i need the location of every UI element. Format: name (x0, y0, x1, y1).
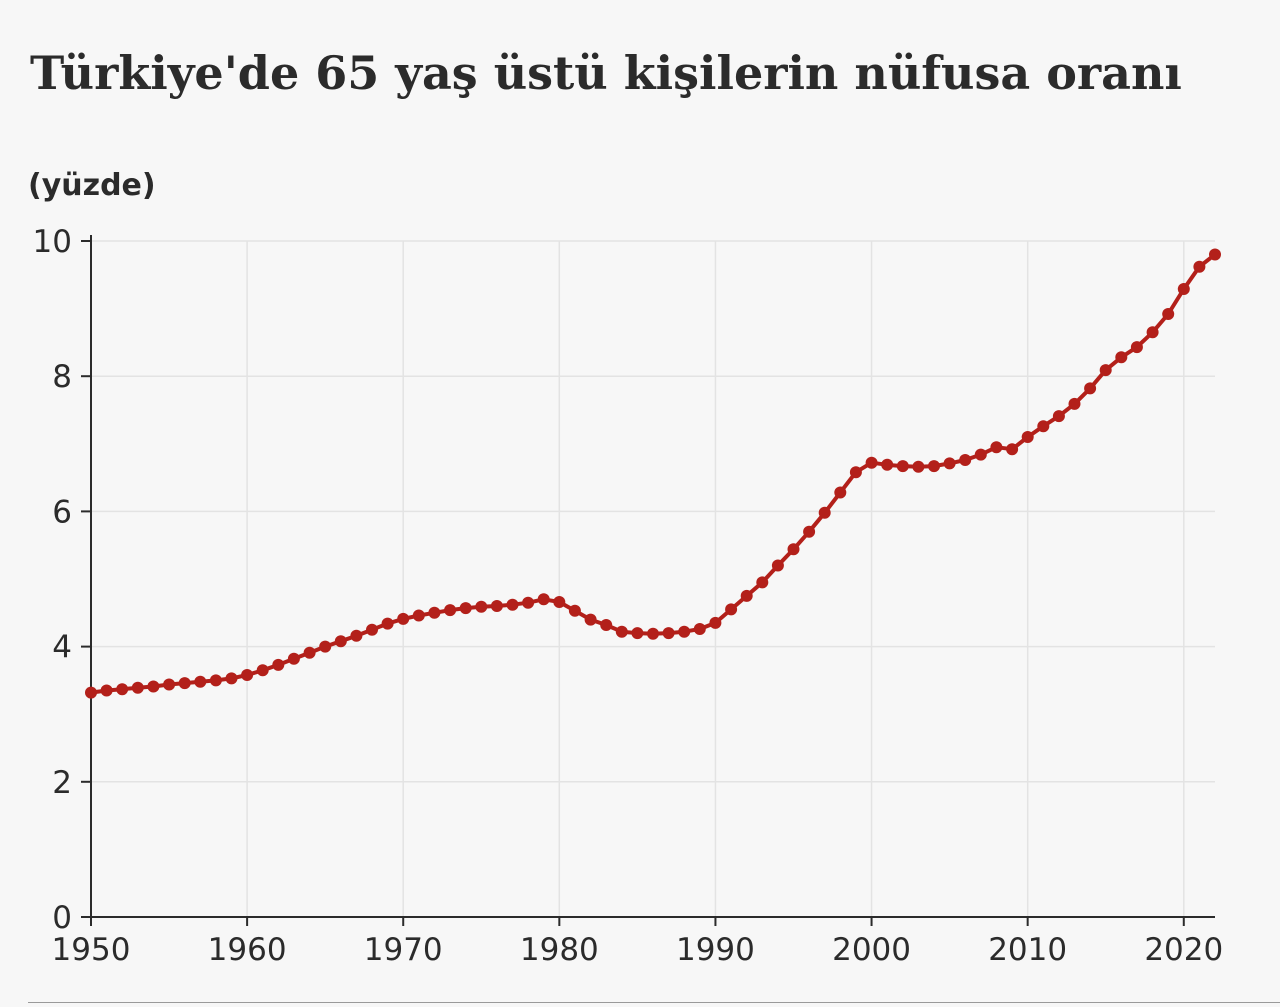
data-point (412, 609, 425, 622)
data-point (865, 456, 878, 469)
data-point (1162, 308, 1175, 320)
x-tick-label: 2000 (832, 932, 911, 968)
data-point (366, 623, 378, 636)
data-point (85, 686, 97, 699)
data-point (693, 623, 706, 635)
data-point (303, 646, 316, 659)
data-point (1177, 283, 1190, 295)
x-tick-label: 1970 (364, 932, 443, 968)
data-point (647, 627, 659, 640)
data-point (444, 604, 457, 617)
data-point (147, 680, 160, 693)
data-series (85, 248, 1221, 699)
data-point (881, 458, 894, 471)
data-point (1021, 431, 1034, 443)
y-tick-label: 0 (52, 900, 72, 936)
data-point (537, 593, 550, 606)
data-point (990, 441, 1003, 454)
data-point (943, 457, 956, 470)
data-point (131, 681, 144, 694)
data-point (1130, 341, 1143, 354)
x-tick-label: 1980 (520, 932, 599, 968)
data-point (506, 598, 519, 611)
data-point (225, 672, 238, 685)
data-point (912, 460, 925, 473)
data-point (896, 460, 909, 473)
data-point (787, 543, 800, 556)
data-point (1146, 326, 1159, 339)
y-tick-label: 8 (52, 359, 72, 395)
data-point (163, 678, 176, 691)
data-point (584, 613, 597, 626)
data-point (522, 596, 535, 609)
data-point (428, 606, 441, 619)
data-point (631, 627, 644, 640)
data-point (256, 664, 269, 677)
data-point (740, 589, 753, 602)
data-point (1052, 410, 1065, 423)
data-point (350, 629, 363, 642)
x-tick-label: 1950 (52, 932, 131, 968)
data-point (678, 625, 691, 638)
data-point (381, 617, 394, 630)
data-point (1037, 420, 1050, 433)
data-point (849, 466, 862, 479)
y-axis-unit-label: (yüzde) (28, 168, 156, 203)
data-point (568, 604, 581, 617)
gridlines (91, 240, 1215, 917)
data-point (334, 635, 347, 648)
data-point (709, 616, 722, 629)
data-point (1068, 397, 1081, 410)
data-point (475, 600, 488, 613)
data-point (459, 602, 472, 615)
data-point (116, 683, 129, 696)
data-point (1006, 443, 1019, 456)
data-point (756, 576, 769, 589)
data-point (615, 625, 628, 638)
data-point (974, 448, 987, 461)
y-tick-label: 10 (33, 224, 72, 260)
data-point (818, 506, 831, 519)
data-point (272, 658, 285, 671)
data-point (553, 596, 566, 608)
data-point (771, 559, 784, 572)
data-point (662, 627, 675, 640)
data-point (490, 600, 503, 612)
data-point (1209, 248, 1221, 261)
data-point (803, 525, 816, 538)
data-point (959, 454, 972, 466)
data-point (1193, 260, 1206, 273)
x-tick-label: 1960 (208, 932, 287, 968)
axes: 0 2 4 6 8 10 1950 1960 1970 1980 1990 2000 2010 2020 (33, 224, 1224, 968)
y-tick-label: 4 (52, 630, 72, 666)
series-line (89, 252, 1217, 695)
data-point (928, 460, 940, 473)
x-tick-label: 2020 (1144, 932, 1223, 968)
data-point (1115, 351, 1128, 364)
y-tick-label: 2 (52, 765, 72, 801)
x-tick-label: 2010 (988, 932, 1067, 968)
data-point (1099, 364, 1112, 377)
data-point (600, 619, 613, 631)
y-tick-label: 6 (52, 494, 72, 530)
data-point (194, 675, 207, 688)
data-point (1084, 382, 1097, 395)
data-point (209, 674, 222, 687)
data-point (241, 669, 254, 681)
data-point (834, 486, 847, 499)
footer-divider (28, 1002, 1280, 1003)
x-tick-label: 1990 (676, 932, 755, 968)
chart-title: Türkiye'de 65 yaş üstü kişilerin nüfusa … (30, 46, 1182, 100)
data-point (100, 684, 113, 697)
data-point (319, 640, 332, 653)
data-point (397, 612, 410, 625)
data-point (178, 677, 191, 690)
data-point (287, 652, 300, 665)
data-point (725, 603, 738, 616)
